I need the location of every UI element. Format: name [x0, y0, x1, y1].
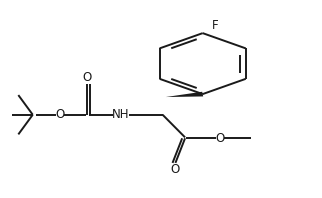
Polygon shape [166, 92, 203, 97]
Text: F: F [212, 19, 218, 32]
Text: O: O [83, 71, 92, 84]
Text: NH: NH [112, 108, 130, 121]
Text: O: O [170, 163, 179, 176]
Text: O: O [216, 132, 225, 145]
Text: O: O [55, 108, 65, 121]
